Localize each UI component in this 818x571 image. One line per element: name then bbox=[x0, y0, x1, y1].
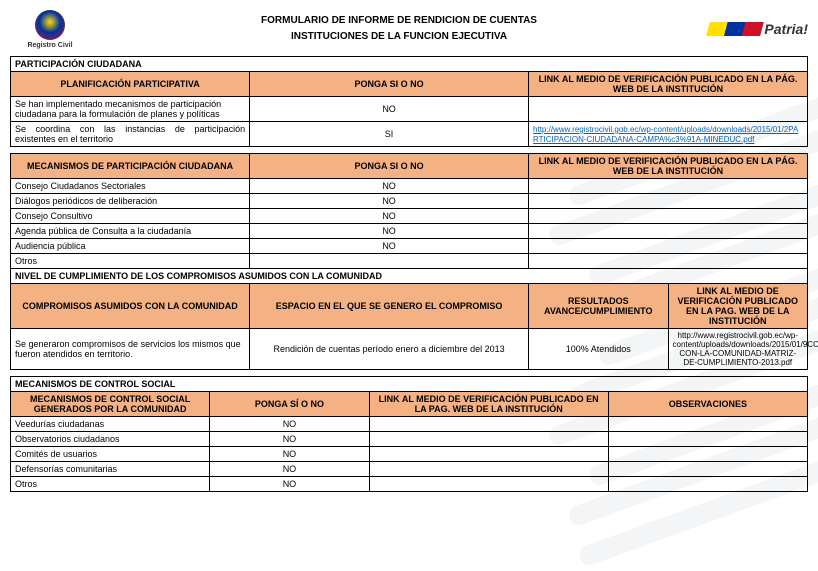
s1-col3: LINK AL MEDIO DE VERIFICACIÓN PUBLICADO … bbox=[529, 72, 808, 97]
table-row: Comités de usuariosNO bbox=[11, 447, 808, 462]
table-row: Agenda pública de Consulta a la ciudadan… bbox=[11, 224, 808, 239]
s4-col4: OBSERVACIONES bbox=[608, 392, 807, 417]
s3-col4: LINK AL MEDIO DE VERIFICACIÓN PUBLICADO … bbox=[668, 284, 807, 328]
logo-patria: Patria! bbox=[708, 9, 808, 49]
s3-col3: RESULTADOS AVANCE/CUMPLIMIENTO bbox=[529, 284, 668, 328]
logo-right-text: Patria! bbox=[764, 21, 808, 37]
title-line-2: INSTITUCIONES DE LA FUNCION EJECUTIVA bbox=[90, 29, 708, 45]
table-row: Veedurías ciudadanasNO bbox=[11, 417, 808, 432]
logo-left-text: Registro Civil bbox=[27, 42, 72, 49]
s3-r-c3: 100% Atendidos bbox=[529, 329, 668, 369]
s2-col1: MECANISMOS DE PARTICIPACIÓN CIUDADANA bbox=[11, 154, 250, 179]
table-row: Consejo ConsultivoNO bbox=[11, 209, 808, 224]
table-mecanismos-participacion: MECANISMOS DE PARTICIPACIÓN CIUDADANA PO… bbox=[10, 153, 808, 370]
s1-r1-link[interactable]: http://www.registrocivil.gob.ec/wp-conte… bbox=[533, 125, 798, 144]
s3-r-c2: Rendición de cuentas período enero a dic… bbox=[250, 329, 529, 370]
s4-col2: PONGA SÍ O NO bbox=[210, 392, 369, 417]
section1-title: PARTICIPACIÓN CIUDADANA bbox=[11, 57, 808, 72]
table-row: OtrosNO bbox=[11, 477, 808, 492]
s2-col2: PONGA SI O NO bbox=[250, 154, 529, 179]
table-row: Se han implementado mecanismos de partic… bbox=[11, 97, 808, 122]
table-row: Se generaron compromisos de servicios lo… bbox=[11, 329, 808, 370]
page-header: Registro Civil FORMULARIO DE INFORME DE … bbox=[10, 4, 808, 54]
s3-r-c4: http://www.registrocivil.gob.ec/wp-conte… bbox=[668, 329, 807, 369]
s3-r-c1: Se generaron compromisos de servicios lo… bbox=[11, 329, 250, 370]
logo-registro-civil: Registro Civil bbox=[10, 4, 90, 54]
s1-r0-label: Se han implementado mecanismos de partic… bbox=[11, 97, 250, 122]
section3-title: NIVEL DE CUMPLIMIENTO DE LOS COMPROMISOS… bbox=[11, 269, 808, 284]
section4-title: MECANISMOS DE CONTROL SOCIAL bbox=[11, 377, 808, 392]
table-row: Defensorías comunitariasNO bbox=[11, 462, 808, 477]
s1-r1-label: Se coordina con las instancias de partic… bbox=[11, 122, 250, 147]
table-control-social: MECANISMOS DE CONTROL SOCIAL MECANISMOS … bbox=[10, 376, 808, 492]
table-row: Diálogos periódicos de deliberaciónNO bbox=[11, 194, 808, 209]
s4-col1: MECANISMOS DE CONTROL SOCIAL GENERADOS P… bbox=[11, 392, 210, 417]
s1-r1-val: SI bbox=[250, 122, 529, 147]
table-participacion-ciudadana: PARTICIPACIÓN CIUDADANA PLANIFICACIÓN PA… bbox=[10, 56, 808, 147]
table-row: Se coordina con las instancias de partic… bbox=[11, 122, 808, 147]
title-line-1: FORMULARIO DE INFORME DE RENDICION DE CU… bbox=[90, 13, 708, 29]
s1-col1: PLANIFICACIÓN PARTICIPATIVA bbox=[11, 72, 250, 97]
table-row: Consejo Ciudadanos SectorialesNO bbox=[11, 179, 808, 194]
s1-col2: PONGA SI O NO bbox=[250, 72, 529, 97]
header-titles: FORMULARIO DE INFORME DE RENDICION DE CU… bbox=[90, 13, 708, 45]
s2-col3: LINK AL MEDIO DE VERIFICACIÓN PUBLICADO … bbox=[529, 154, 808, 179]
table-row: Otros bbox=[11, 254, 808, 269]
s1-r0-val: NO bbox=[250, 97, 529, 122]
table-row: Observatorios ciudadanosNO bbox=[11, 432, 808, 447]
s3-col2: ESPACIO EN EL QUE SE GENERO EL COMPROMIS… bbox=[250, 284, 529, 329]
s4-col3: LINK AL MEDIO DE VERIFICACIÓN PUBLICADO … bbox=[369, 392, 608, 417]
table-row: Audiencia públicaNO bbox=[11, 239, 808, 254]
s3-col1: COMPROMISOS ASUMIDOS CON LA COMUNIDAD bbox=[11, 284, 250, 329]
s1-r0-link bbox=[529, 97, 808, 122]
